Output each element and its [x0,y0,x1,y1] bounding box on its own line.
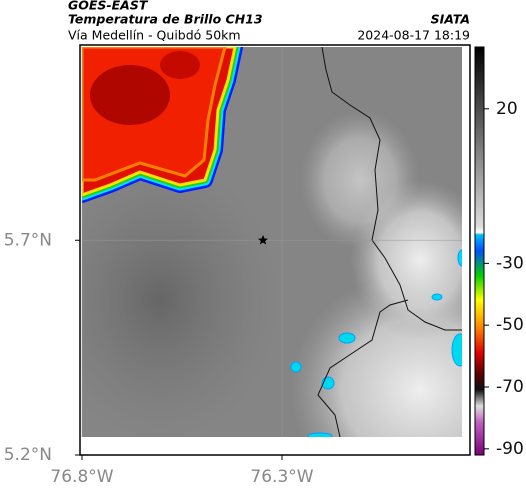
x-tick-label: 76.8°W [50,467,113,487]
timestamp: 2024-08-17 18:19 [357,28,470,43]
source: SIATA [431,12,470,27]
y-tick-label: 5.7°N [4,230,52,250]
colorbar-ticks: 20 -30 -50 -70 -90 [484,99,524,459]
grid [81,47,462,437]
product: Temperatura de Brillo CH13 [68,12,263,27]
map-axes: 76.8°W 76.3°W 5.7°N 5.2°N [4,230,314,487]
region: Vía Medellín - Quibdó 50km [68,28,241,43]
colorbar-tick-label: -70 [496,377,524,397]
colorbar-tick-label: -50 [496,315,524,335]
y-tick-label: 5.2°N [4,445,52,465]
satellite-image [82,47,462,437]
colorbar-tick-label: 20 [496,99,518,119]
colorbar-tick-label: -30 [496,253,524,273]
colorbar-tick-label: -90 [496,439,524,459]
location-marker [258,235,268,245]
x-tick-label: 76.3°W [250,467,313,487]
map-frame [79,44,471,456]
colorbar [474,46,485,456]
satellite: GOES-EAST [68,0,149,13]
